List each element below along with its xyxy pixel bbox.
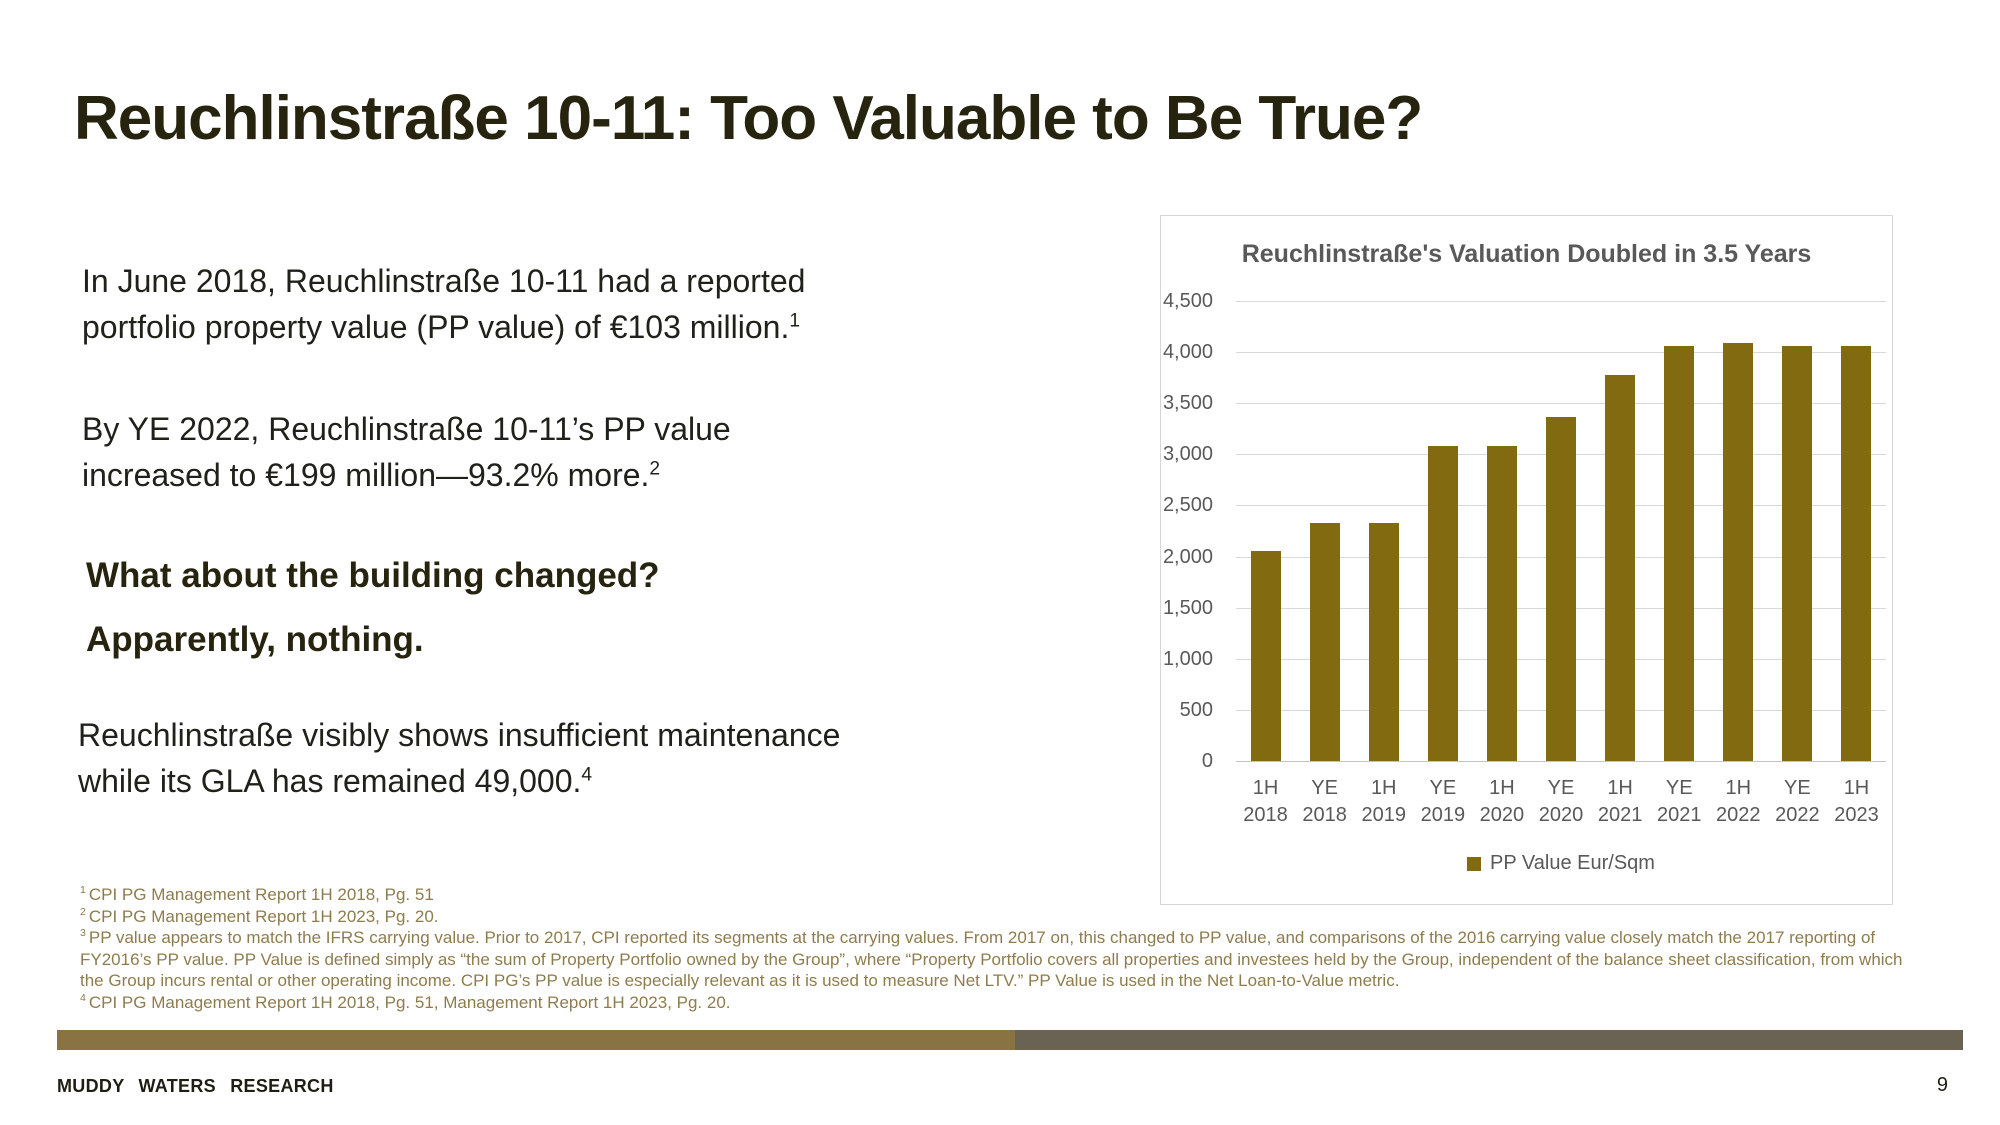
bar-column xyxy=(1236,301,1295,761)
bar-column xyxy=(1354,301,1413,761)
y-axis-labels: 0 500 1,000 1,500 2,000 2,500 3,000 3,500 4,000 4… xyxy=(1161,290,1219,772)
x-tick-label: YE 2022 xyxy=(1775,777,1820,826)
paragraph-text: In June 2018, Reuchlinstraße 10-11 had a… xyxy=(82,263,806,345)
plot-area xyxy=(1236,301,1886,762)
valuation-chart-card: Reuchlinstraße's Valuation Doubled in 3.… xyxy=(1160,215,1893,905)
page-title: Reuchlinstraße 10-11: Too Valuable to Be… xyxy=(74,84,1423,153)
y-tick-label: 1,500 xyxy=(1162,596,1213,619)
brand-footer: MUDDY WATERS RESEARCH xyxy=(57,1076,334,1096)
bar-column xyxy=(1768,301,1827,761)
legend-label: PP Value Eur/Sqm xyxy=(1490,852,1655,874)
heading-apparently-nothing: Apparently, nothing. xyxy=(86,620,424,659)
legend-swatch xyxy=(1467,856,1482,871)
x-tick-label: YE 2021 xyxy=(1656,777,1702,826)
bar-series xyxy=(1236,301,1886,761)
y-tick-label: 0 xyxy=(1201,750,1213,772)
paragraph-june-2018: In June 2018, Reuchlinstraße 10-11 had a… xyxy=(82,258,857,350)
bar-ye-2018 xyxy=(1309,522,1340,761)
paragraph-maintenance: Reuchlinstraße visibly shows insufficien… xyxy=(78,712,903,804)
bar-column xyxy=(1531,301,1590,761)
y-tick-label: 1,000 xyxy=(1162,647,1213,670)
gridline-4500 xyxy=(1236,301,1886,302)
footer-bar-gold-segment xyxy=(57,1030,1015,1050)
y-tick-label: 2,500 xyxy=(1162,494,1213,517)
bar-column xyxy=(1650,301,1709,761)
bar-ye-2022 xyxy=(1782,345,1813,761)
gridline-3500 xyxy=(1236,403,1886,405)
bar-ye-2019 xyxy=(1427,446,1458,761)
bar-1h-2020 xyxy=(1486,446,1517,761)
x-tick-label: 1H 2022 xyxy=(1716,777,1761,826)
chart-title: Reuchlinstraße's Valuation Doubled in 3.… xyxy=(1241,240,1812,268)
bar-column xyxy=(1827,301,1886,761)
chart-legend: PP Value Eur/Sqm xyxy=(1236,852,1886,875)
x-tick-label: 1H 2020 xyxy=(1479,777,1525,826)
y-tick-label: 4,000 xyxy=(1162,341,1213,364)
x-tick-label: YE 2020 xyxy=(1538,777,1584,826)
heading-what-changed: What about the building changed? xyxy=(86,556,660,595)
page-number: 9 xyxy=(1936,1074,1948,1096)
x-axis-labels: 1H 2018 YE 2018 1H 2019 YE 2019 1H 2020 YE 20… xyxy=(1236,775,1886,829)
footnote-ref-2: 2 xyxy=(649,458,661,480)
bar-column xyxy=(1591,301,1650,761)
y-tick-label: 4,500 xyxy=(1162,290,1213,312)
footnote-2: 2 CPI PG Management Report 1H 2023, Pg. 2… xyxy=(80,905,439,926)
footnotes: 1 CPI PG Management Report 1H 2018, Pg. 5… xyxy=(80,884,1910,1013)
gridline-0 xyxy=(1236,761,1886,762)
bar-ye-2021 xyxy=(1664,345,1695,761)
x-tick-label: YE 2019 xyxy=(1420,777,1466,826)
bar-column xyxy=(1413,301,1472,761)
footnote-4: 4 CPI PG Management Report 1H 2018, Pg. 5… xyxy=(80,991,731,1012)
bar-column xyxy=(1472,301,1531,761)
footer-accent-bar xyxy=(57,1030,1963,1050)
x-tick-label: 1H 2021 xyxy=(1597,777,1643,826)
y-tick-label: 2,000 xyxy=(1162,545,1213,568)
x-tick-label: YE 2018 xyxy=(1302,777,1347,826)
bar-1h-2021 xyxy=(1605,374,1636,761)
footnote-3: 3 PP value appears to match the IFRS carr… xyxy=(80,927,1903,990)
footnote-1: 1 CPI PG Management Report 1H 2018, Pg. 5… xyxy=(80,884,434,904)
bar-1h-2023 xyxy=(1841,345,1872,761)
paragraph-text: By YE 2022, Reuchlinstraße 10-11’s PP va… xyxy=(82,411,731,493)
y-tick-label: 3,000 xyxy=(1162,443,1213,466)
footnote-ref-4: 4 xyxy=(581,764,593,786)
bar-1h-2018 xyxy=(1250,551,1281,761)
x-tick-label: 1H 2018 xyxy=(1243,777,1288,826)
bar-ye-2020 xyxy=(1546,416,1577,761)
paragraph-ye-2022: By YE 2022, Reuchlinstraße 10-11’s PP va… xyxy=(82,406,797,498)
footer-bar-gray-segment xyxy=(1015,1030,1963,1050)
bar-1h-2022 xyxy=(1723,342,1754,761)
paragraph-text: Reuchlinstraße visibly shows insufficien… xyxy=(78,717,841,799)
x-tick-label: 1H 2023 xyxy=(1834,777,1879,826)
footnote-ref-1: 1 xyxy=(789,310,801,332)
bar-1h-2019 xyxy=(1368,522,1399,761)
gridline-4000 xyxy=(1236,352,1886,354)
x-tick-label: 1H 2019 xyxy=(1361,777,1406,826)
y-tick-label: 3,500 xyxy=(1162,392,1213,415)
y-tick-label: 500 xyxy=(1179,698,1213,721)
bar-column xyxy=(1709,301,1768,761)
bar-column xyxy=(1295,301,1354,761)
